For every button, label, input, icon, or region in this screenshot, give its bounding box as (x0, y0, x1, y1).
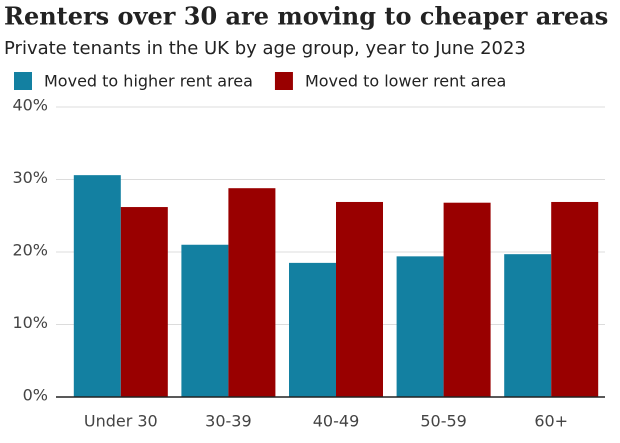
x-tick-label: 30-39 (205, 412, 252, 431)
bar (120, 207, 168, 397)
legend-label: Moved to higher rent area (44, 72, 253, 91)
x-tick-label: Under 30 (84, 412, 158, 431)
y-tick-label: 10% (12, 313, 48, 332)
bar (228, 188, 276, 397)
legend-label: Moved to lower rent area (305, 72, 506, 91)
bar (551, 201, 599, 397)
legend-swatch (14, 72, 32, 90)
bar (289, 262, 336, 397)
legend-swatch (274, 72, 293, 90)
y-tick-label: 40% (12, 96, 48, 115)
bar (396, 256, 444, 397)
bar (181, 244, 229, 397)
bar (443, 202, 491, 397)
bar (336, 201, 383, 397)
x-tick-label: 40-49 (313, 412, 360, 431)
x-tick-label: 50-59 (420, 412, 467, 431)
bar (504, 254, 552, 397)
chart-subtitle: Private tenants in the UK by age group, … (4, 38, 526, 59)
y-tick-label: 20% (12, 241, 48, 260)
x-tick-label: 60+ (534, 412, 568, 431)
chart-title: Renters over 30 are moving to cheaper ar… (4, 2, 608, 31)
bar (73, 175, 121, 397)
y-tick-label: 30% (12, 168, 48, 187)
y-tick-label: 0% (23, 386, 48, 405)
